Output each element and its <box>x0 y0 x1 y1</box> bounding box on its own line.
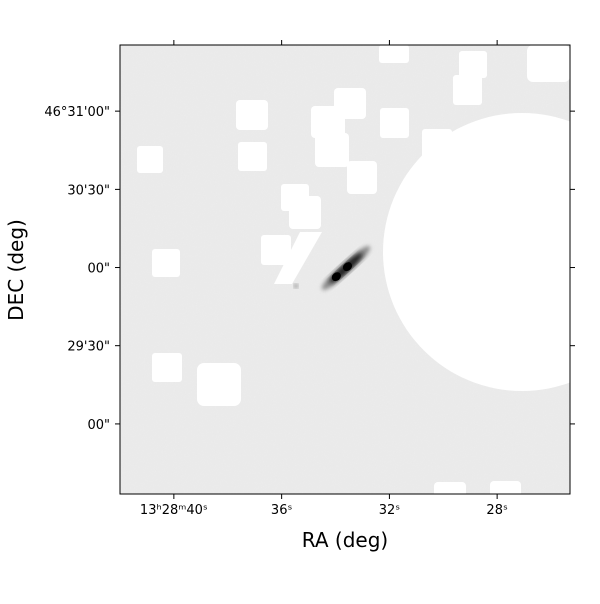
galaxy <box>321 246 371 290</box>
plot-frame <box>119 44 571 495</box>
y-tick-label: 46°31'00" <box>44 105 110 120</box>
x-tick-label: 13ʰ28ᵐ40ˢ <box>140 503 208 518</box>
x-tick-label: 36ˢ <box>271 503 293 518</box>
y-axis-label: DEC (deg) <box>4 219 28 321</box>
y-tick-label: 29'30" <box>67 340 110 355</box>
x-tick-label: 32ˢ <box>379 503 401 518</box>
x-tick-label: 28ˢ <box>486 503 508 518</box>
sky-image <box>120 45 570 494</box>
x-axis-label: RA (deg) <box>302 528 388 552</box>
y-tick-label: 30'30" <box>67 183 110 198</box>
y-tick-label: 00" <box>87 262 110 277</box>
y-tick-label: 00" <box>87 418 110 433</box>
